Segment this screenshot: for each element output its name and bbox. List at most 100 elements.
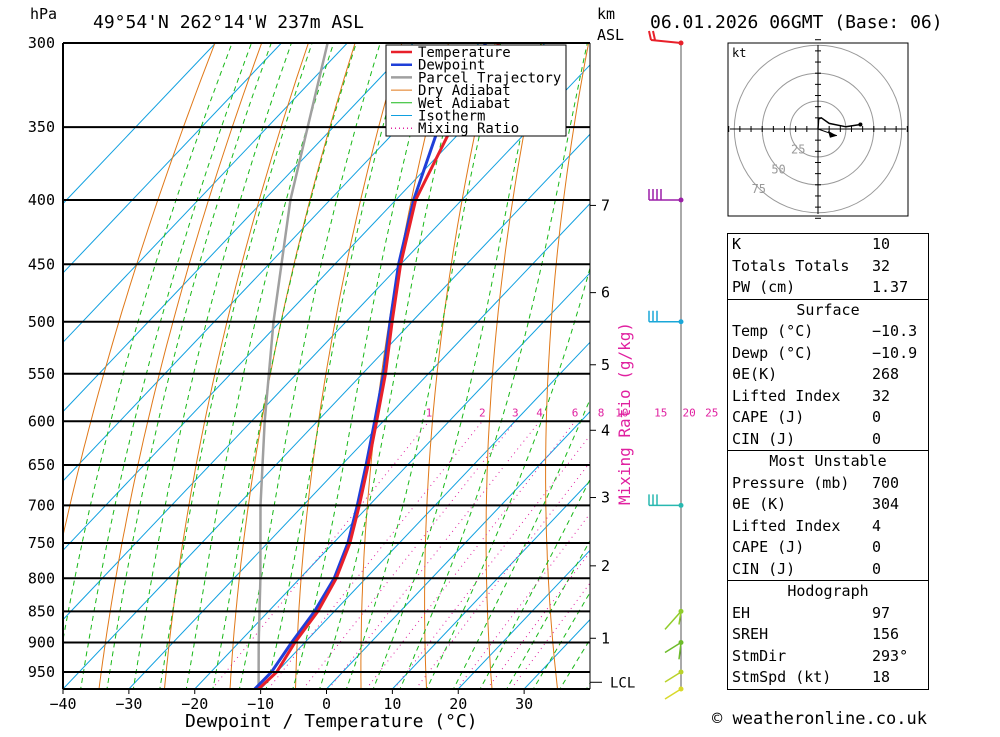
hodograph-ring-label: 25 [791, 143, 805, 157]
mixing-ratio-line [365, 420, 576, 689]
legend-entry: Temperature [418, 45, 511, 61]
index-row: Lifted Index 4 [728, 516, 928, 538]
index-value: 700 [872, 473, 900, 492]
km-tick-label: 7 [601, 196, 610, 214]
index-value: 268 [872, 365, 900, 383]
mixing-ratio-label: 2 [479, 406, 486, 419]
wind-barb [664, 608, 684, 630]
mixing-ratio-line [302, 420, 516, 689]
isotherm-line [63, 133, 590, 689]
pressure-tick-label: 350 [28, 118, 55, 136]
index-key: Pressure (mb) [732, 473, 850, 492]
mixing-ratio-label: 15 [654, 406, 667, 419]
index-row: SREH 156 [728, 624, 928, 646]
legend-entry: Wet Adiabat [418, 96, 511, 112]
dry-adiabat-line [229, 43, 356, 689]
index-value: −10.3 [872, 322, 918, 340]
x-tick-label: −10 [247, 695, 274, 713]
wind-barb-shaft [648, 30, 682, 44]
index-key: StmSpd (kt) [732, 668, 832, 686]
index-key: θE(K) [732, 365, 778, 383]
dry-adiabat-line [295, 43, 403, 689]
mixing-ratio-label: 10 [615, 406, 628, 419]
surface-title: Surface [796, 300, 860, 319]
index-value: 0 [872, 408, 882, 426]
mixing-ratio-label: 1 [426, 406, 433, 419]
lcl-label: LCL [610, 675, 635, 691]
most-unstable-title: Most Unstable [769, 452, 887, 470]
wind-barb [664, 669, 684, 683]
pressure-tick-label: 450 [28, 255, 55, 273]
wet-adiabat-line [319, 43, 466, 689]
mixing-ratio-line [415, 461, 590, 689]
index-row: Dewp (°C) −10.9 [728, 343, 928, 365]
wet-adiabat-line [452, 397, 590, 689]
wind-barb [664, 640, 684, 660]
wind-barb [648, 494, 684, 508]
legend-box [385, 44, 567, 137]
index-row: EH 97 [728, 603, 928, 625]
wind-barb-shaft [664, 688, 682, 700]
isotherm-line [457, 549, 590, 689]
mixing-ratio-line [456, 512, 590, 689]
hodograph-ring-label: 75 [752, 182, 766, 196]
datetime-title: 06.01.2026 06GMT (Base: 06) [650, 12, 943, 33]
isotherm-line [194, 272, 590, 689]
dry-adiabat-line [485, 43, 543, 689]
wet-adiabat-line [265, 43, 407, 689]
wet-adiabat-line [106, 43, 272, 689]
pressure-tick-label: 300 [28, 34, 55, 52]
storm-motion-arrowhead [827, 130, 837, 138]
index-key: SREH [732, 625, 769, 643]
x-tick-label: −20 [181, 695, 208, 713]
index-key: K [732, 235, 742, 253]
hodograph-table-title: Hodograph [787, 582, 869, 600]
pressure-tick-label: 700 [28, 496, 55, 514]
km-tick-label: 5 [601, 356, 610, 374]
isotherm-line [326, 410, 590, 689]
index-value: 32 [872, 256, 891, 275]
legend-entry: Dry Adiabat [418, 83, 511, 99]
dry-adiabat-line [63, 43, 216, 539]
isotherm-line [392, 480, 590, 689]
pressure-tick-label: 950 [28, 663, 55, 681]
index-row: CIN (J) 0 [728, 559, 928, 581]
index-row: CIN (J) 0 [728, 429, 928, 451]
km-tick-label: 3 [601, 489, 610, 507]
index-value: −10.9 [872, 343, 918, 362]
wet-adiabat-line [80, 43, 252, 689]
mixing-ratio-line [510, 582, 590, 689]
wind-barb-shaft [664, 641, 682, 660]
location-title: 49°54'N 262°14'W 237m ASL [93, 12, 364, 33]
wet-adiabat-line [159, 43, 313, 689]
pressure-tick-label: 850 [28, 602, 55, 620]
copyright[interactable]: © weatheronline.co.uk [712, 709, 927, 729]
mixing-ratio-line [211, 420, 430, 689]
pressure-tick-label: 650 [28, 456, 55, 474]
dry-adiabat-line [98, 43, 263, 689]
wet-adiabat-line [479, 478, 590, 689]
index-row: Lifted Index 32 [728, 386, 928, 408]
hodograph-end-dot [858, 122, 863, 127]
pressure-tick-label: 550 [28, 365, 55, 383]
index-key: StmDir [732, 646, 787, 665]
index-row: CAPE (J) 0 [728, 407, 928, 429]
wind-barb [648, 30, 684, 46]
hpa-label: hPa [30, 5, 57, 23]
index-key: θE (K) [732, 495, 787, 513]
pressure-tick-label: 500 [28, 313, 55, 331]
index-row: θE(K) 268 [728, 364, 928, 386]
mixing-ratio-label: 3 [512, 406, 519, 419]
dry-adiabat-line [659, 43, 688, 689]
hodograph-ring-label: 50 [771, 162, 785, 176]
wet-adiabat-line [63, 43, 233, 643]
mixing-ratio-line [486, 551, 590, 689]
mixing-ratio-label: 25 [705, 406, 718, 419]
parcel-trajectory-curve [257, 43, 329, 689]
legend-entry: Parcel Trajectory [418, 70, 561, 86]
wet-adiabat-line [132, 43, 292, 689]
legend-entry: Dewpoint [418, 58, 485, 74]
index-key: CAPE (J) [732, 538, 805, 556]
